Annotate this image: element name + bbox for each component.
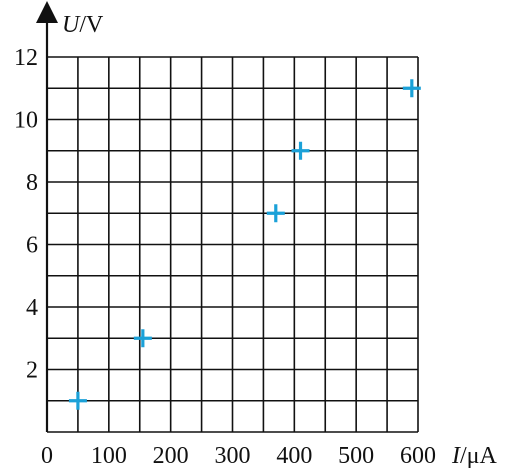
- y-tick-labels: 2 4 6 8 10 12: [14, 45, 38, 384]
- y-tick-label: 2: [26, 358, 38, 384]
- x-axis-symbol: I: [451, 443, 461, 469]
- data-point-plus-marker: [133, 329, 152, 348]
- x-tick-label: 400: [276, 443, 312, 469]
- y-tick-label: 12: [14, 45, 38, 71]
- x-tick-label: 500: [338, 443, 374, 469]
- data-point-plus-marker: [402, 79, 421, 98]
- x-axis-unit: /μA: [460, 443, 498, 469]
- data-point-plus-marker: [291, 141, 310, 160]
- data-point-plus-marker: [68, 391, 87, 410]
- y-axis-unit: /V: [79, 12, 104, 38]
- data-point-plus-marker: [266, 204, 285, 223]
- y-axis-label: U/V: [62, 12, 104, 38]
- x-tick-label: 300: [215, 443, 251, 469]
- data-points: [68, 79, 421, 410]
- grid: [46, 56, 419, 433]
- x-tick-label: 0: [41, 443, 53, 469]
- x-tick-label: 600: [400, 443, 436, 469]
- x-axis-label: I/μA: [451, 443, 498, 469]
- x-tick-label: 200: [153, 443, 189, 469]
- y-tick-label: 4: [26, 295, 38, 321]
- y-tick-label: 8: [26, 170, 38, 196]
- y-axis-symbol: U: [62, 12, 81, 38]
- y-tick-label: 10: [14, 108, 38, 134]
- y-tick-label: 6: [26, 233, 38, 259]
- x-tick-label: 100: [91, 443, 127, 469]
- x-tick-labels: 0 100 200 300 400 500 600: [41, 443, 436, 469]
